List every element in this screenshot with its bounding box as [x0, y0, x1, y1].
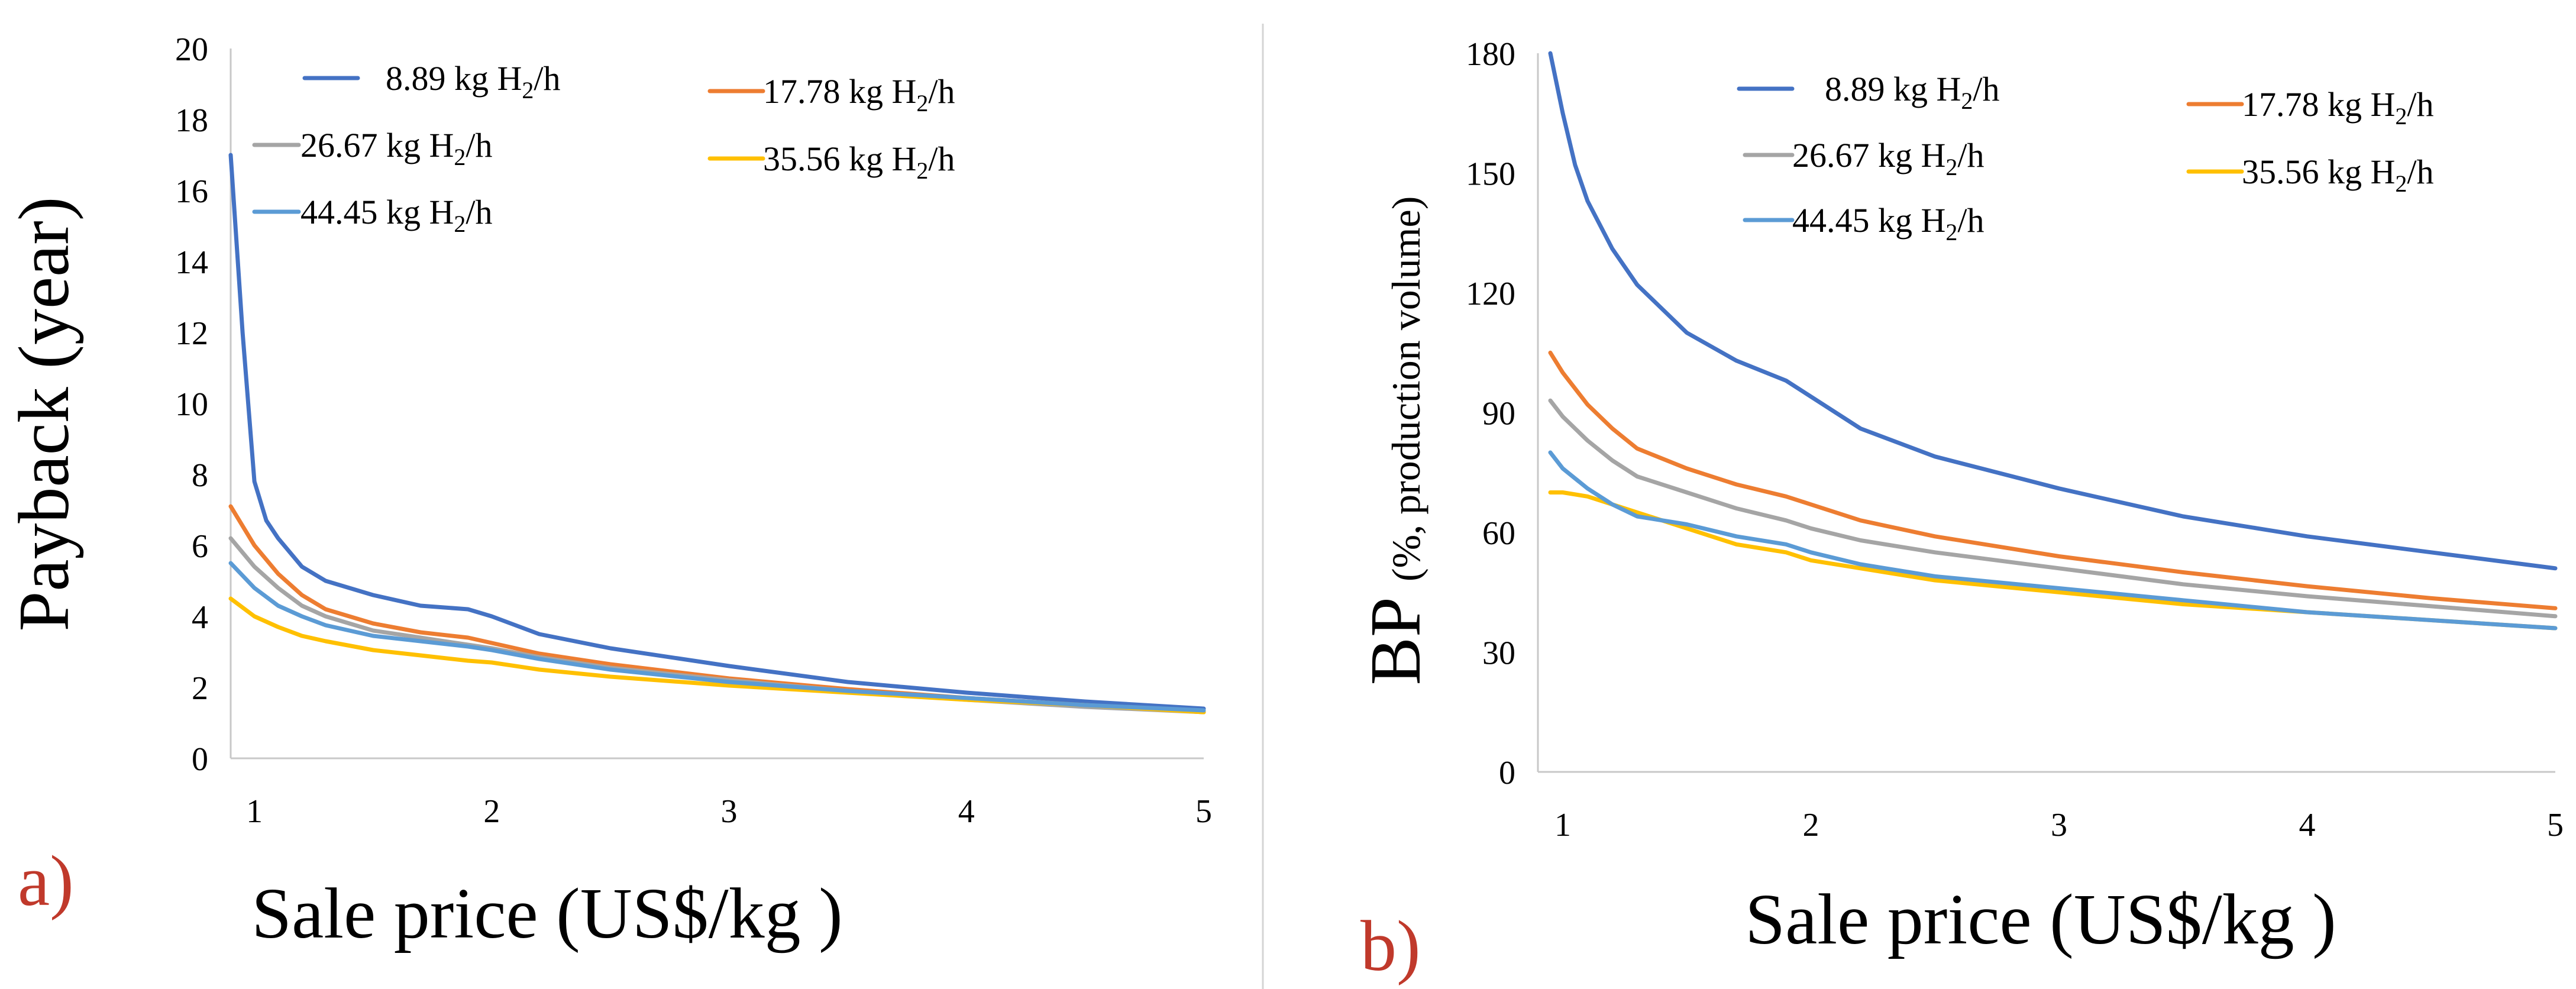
- panel-b-series-line-3: [1548, 398, 2558, 619]
- panel-b-xtick-label: 1: [1554, 807, 1571, 843]
- panel-a-xtick-label: 5: [1195, 793, 1212, 830]
- legend-a-label-3: 26.67 kg H2/h: [300, 126, 493, 170]
- panel-a-ytick-label: 6: [192, 528, 208, 565]
- panel-b-series: [1548, 51, 2558, 631]
- panel-b-y-ticks: 0 30 60 90 120 150 180: [1466, 36, 1515, 791]
- panel-b-xtick-label: 2: [1802, 807, 1819, 843]
- legend-b-label-3: 26.67 kg H2/h: [1792, 136, 1984, 180]
- panel-a-series-line-5: [228, 561, 1206, 713]
- panel-a-ytick-label: 8: [192, 457, 208, 494]
- legend-a-label-4: 35.56 kg H2/h: [763, 140, 955, 184]
- panel-a-x-ticks: 1 2 3 4 5: [246, 793, 1212, 830]
- panel-a-xtick-label: 3: [721, 793, 738, 830]
- panel-b-series-line-1: [1548, 51, 2558, 571]
- legend-a-label-5: 44.45 kg H2/h: [300, 193, 493, 237]
- panel-b-tag: b): [1360, 906, 1421, 986]
- panel-a-ytick-label: 10: [175, 386, 208, 423]
- panel-b-ytick-label: 30: [1482, 635, 1515, 672]
- panel-b-ytick-label: 60: [1482, 515, 1515, 552]
- panel-a-ytick-label: 2: [192, 670, 208, 707]
- legend-b-label-1: 8.89 kg H2/h: [1825, 70, 2000, 114]
- panel-a-series-line-1: [228, 153, 1206, 711]
- panel-b: 0 30 60 90 120 150 180 1 2 3 4 5 8.89 kg H2/h 17.7…: [1356, 36, 2564, 986]
- panel-b-ytick-label: 150: [1466, 156, 1515, 193]
- legend-b-label-4: 35.56 kg H2/h: [2242, 153, 2434, 197]
- panel-b-ytick-label: 90: [1482, 396, 1515, 432]
- panel-b-xtick-label: 5: [2547, 807, 2564, 843]
- legend-b-label-2: 17.78 kg H2/h: [2242, 85, 2434, 130]
- panel-a-xtick-label: 4: [958, 793, 975, 830]
- panel-a-xtick-label: 1: [246, 793, 263, 830]
- panel-a-ytick-label: 16: [175, 173, 208, 210]
- panel-b-xtick-label: 3: [2051, 807, 2067, 843]
- legend-a-label-1: 8.89 kg H2/h: [386, 59, 561, 104]
- legend-b-label-5: 44.45 kg H2/h: [1792, 201, 1984, 245]
- panel-b-legend: 8.89 kg H2/h 17.78 kg H2/h 26.67 kg H2/h…: [1737, 70, 2434, 245]
- panel-a-ytick-label: 4: [192, 599, 208, 636]
- panel-a-ytick-label: 0: [192, 741, 208, 778]
- panel-b-xtick-label: 4: [2299, 807, 2315, 843]
- panel-a-ytick-label: 20: [175, 31, 208, 68]
- panel-b-ytick-label: 120: [1466, 276, 1515, 312]
- panel-a-ylabel: Payback (year): [4, 197, 84, 632]
- panel-a-y-ticks: 0 2 4 6 8 10 12 14 16 18 20: [175, 31, 208, 778]
- panel-a-series: [228, 153, 1206, 715]
- panel-a-ytick-label: 18: [175, 102, 208, 139]
- panel-a-ytick-label: 14: [175, 244, 208, 281]
- panel-a-tag: a): [18, 841, 74, 921]
- panel-b-series-line-4: [1548, 490, 2558, 631]
- panel-b-series-line-5: [1548, 450, 2558, 631]
- panel-a-ytick-label: 12: [175, 315, 208, 352]
- panel-a-xtick-label: 2: [483, 793, 500, 830]
- panel-b-series-line-2: [1548, 350, 2558, 610]
- legend-a-label-2: 17.78 kg H2/h: [763, 72, 955, 117]
- panel-a-xlabel: Sale price (US$/kg ): [251, 874, 842, 954]
- panel-b-xlabel: Sale price (US$/kg ): [1745, 880, 2336, 959]
- panel-a-legend: 8.89 kg H2/h 17.78 kg H2/h 26.67 kg H2/h…: [252, 59, 955, 237]
- panel-a-series-line-4: [228, 596, 1206, 715]
- panel-b-x-ticks: 1 2 3 4 5: [1554, 807, 2564, 843]
- panel-b-ytick-label: 180: [1466, 36, 1515, 73]
- panel-b-ytick-label: 0: [1499, 755, 1515, 791]
- panel-b-ylabel: BP (%, production volume): [1356, 196, 1436, 686]
